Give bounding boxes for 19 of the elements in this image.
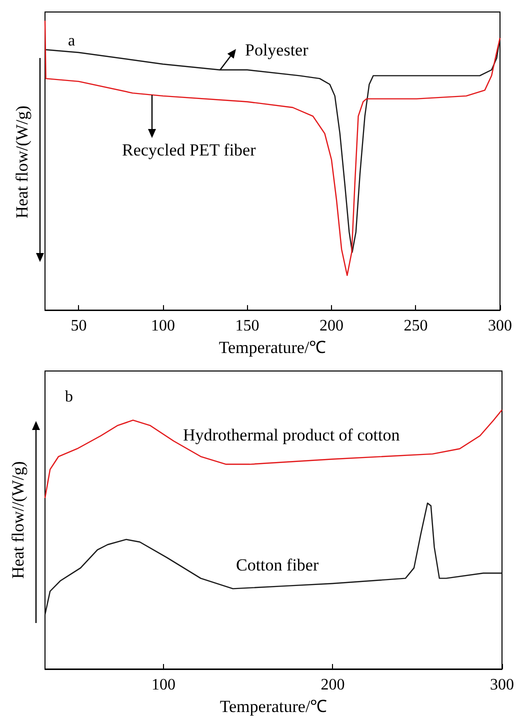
x-tick-label: 150: [235, 318, 260, 335]
x-axis-title: Temperature/℃: [220, 696, 328, 716]
x-tick-label: 50: [70, 318, 87, 335]
x-axis-title: Temperature/℃: [218, 338, 326, 357]
x-tick-label: 100: [150, 318, 175, 335]
text: Recycled PET fiber: [122, 140, 256, 160]
annotation: a: [68, 32, 76, 50]
y-axis-title: Heat flow//(W/g): [8, 461, 28, 579]
x-tick-label: 250: [404, 318, 428, 335]
x-tick-label: 300: [490, 676, 514, 694]
series-label: Cotton fiber: [236, 556, 319, 574]
x-tick-label: 200: [319, 318, 344, 335]
x-tick-label: 100: [151, 676, 176, 694]
series-label: Hydrothermal product of cotton: [183, 426, 400, 444]
x-tick-label: 300: [488, 318, 512, 335]
text: b: [65, 388, 73, 406]
series-label: Polyester: [245, 40, 309, 60]
y-axis-title: Heat flow/(W/g): [12, 106, 32, 218]
x-tick-label: 200: [320, 676, 345, 694]
